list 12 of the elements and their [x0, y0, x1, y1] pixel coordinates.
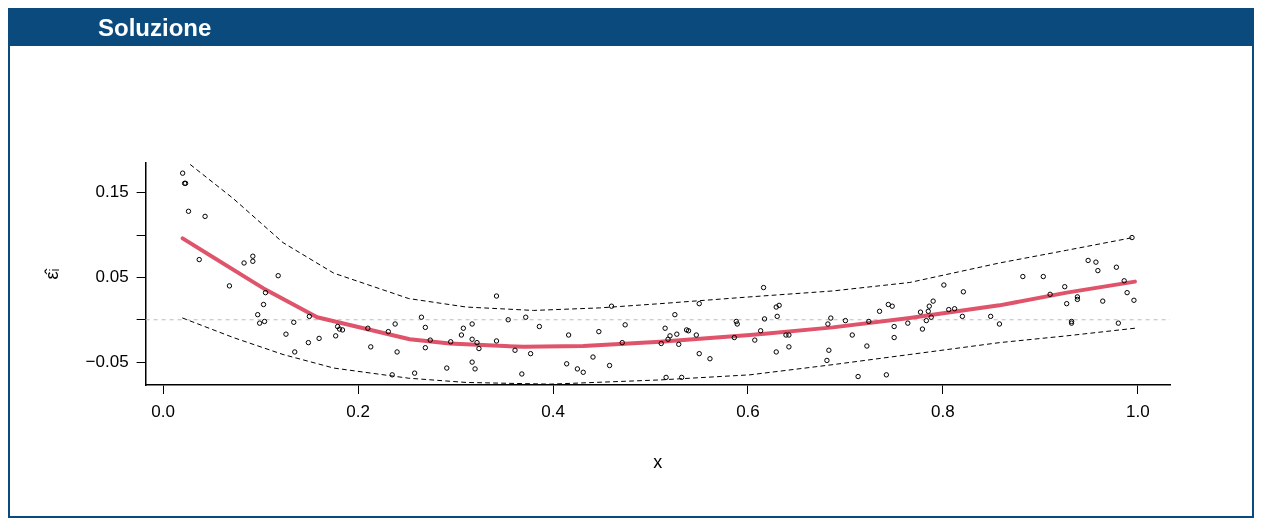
x-tick-label: 0.8: [931, 401, 955, 421]
x-tick-label: 0.0: [151, 401, 175, 421]
y-tick-label: 0.15: [95, 182, 129, 202]
y-tick-label: 0.05: [95, 267, 129, 287]
x-tick-label: 1.0: [1126, 401, 1150, 421]
chart-title: Soluzione: [10, 10, 1252, 46]
x-axis-title: x: [653, 452, 663, 473]
x-tick-label: 0.4: [541, 401, 565, 421]
y-tick-label: −0.05: [85, 351, 129, 371]
x-tick-label: 0.2: [346, 401, 370, 421]
x-tick-label: 0.6: [736, 401, 760, 421]
y-axis-title: ε̂ᵢ: [41, 268, 62, 280]
